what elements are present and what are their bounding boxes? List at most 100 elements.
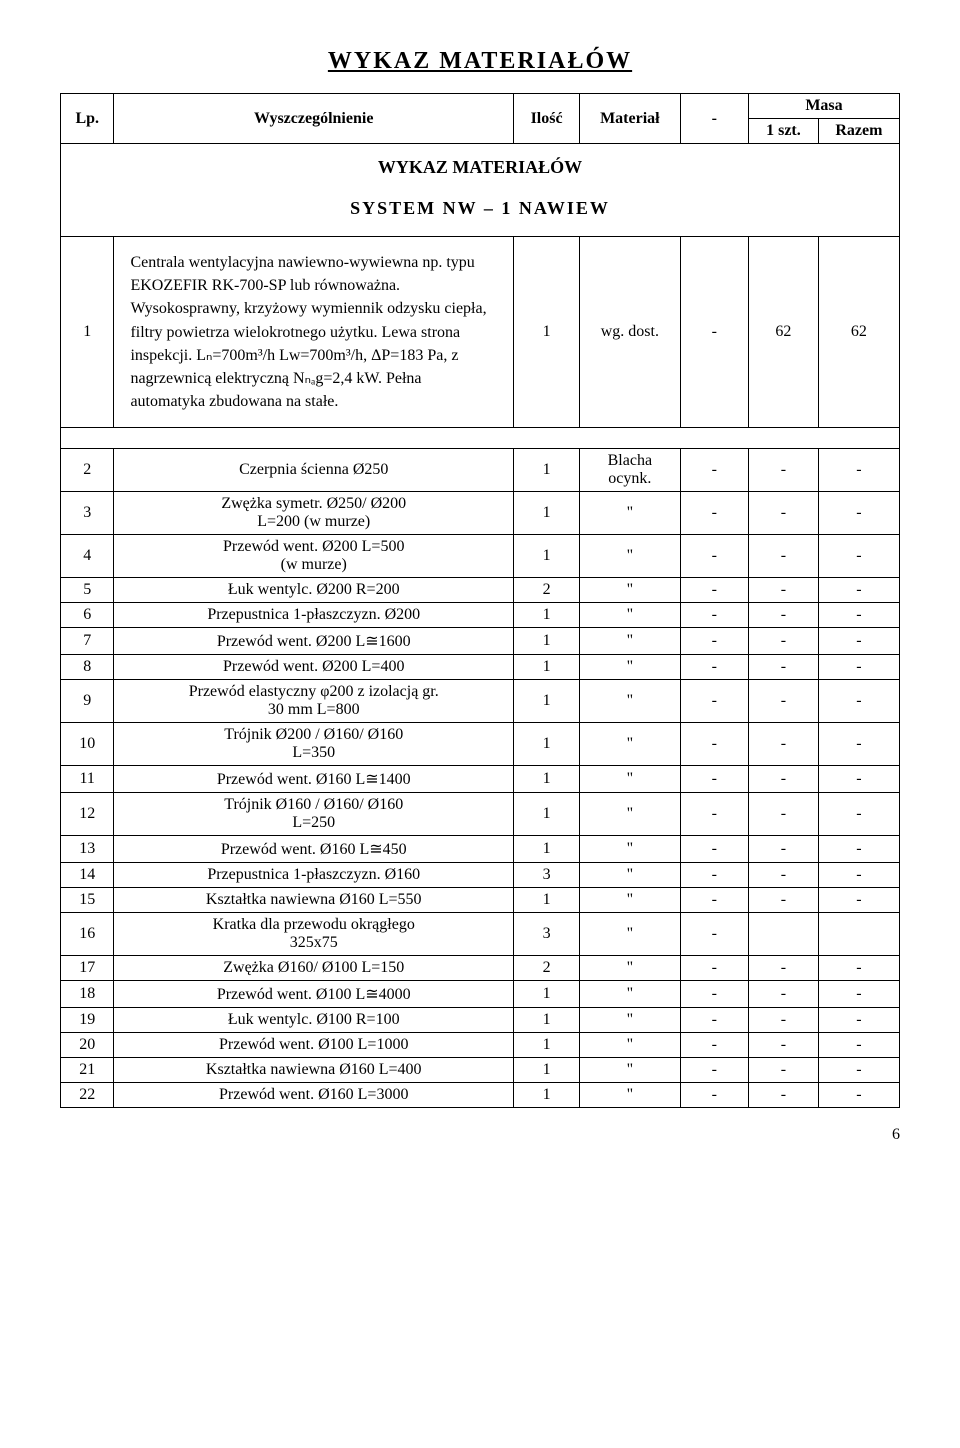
row-razem: - bbox=[818, 449, 899, 492]
row-1szt: - bbox=[748, 1033, 818, 1058]
row-desc: Przewód went. Ø160 L≅1400 bbox=[114, 766, 514, 793]
table-row: 12Trójnik Ø160 / Ø160/ Ø160 L=2501"--- bbox=[61, 793, 900, 836]
row-dash: - bbox=[680, 981, 748, 1008]
table-row: 22Przewód went. Ø160 L=30001"--- bbox=[61, 1083, 900, 1108]
table-row: 6Przepustnica 1-płaszczyzn. Ø2001"--- bbox=[61, 603, 900, 628]
row-dash: - bbox=[680, 680, 748, 723]
row-1szt: - bbox=[748, 680, 818, 723]
centrala-desc: Centrala wentylacyjna nawiewno-wywiewna … bbox=[114, 237, 514, 428]
row-lp: 15 bbox=[61, 888, 114, 913]
row-lp: 17 bbox=[61, 956, 114, 981]
table-row: 13Przewód went. Ø160 L≅4501"--- bbox=[61, 836, 900, 863]
row-1szt: - bbox=[748, 535, 818, 578]
row-dash: - bbox=[680, 1008, 748, 1033]
row-razem: - bbox=[818, 492, 899, 535]
row-material: " bbox=[580, 863, 680, 888]
row-ilosc: 3 bbox=[514, 863, 580, 888]
row-dash: - bbox=[680, 628, 748, 655]
row-1szt: - bbox=[748, 578, 818, 603]
row-desc: Przewód went. Ø100 L=1000 bbox=[114, 1033, 514, 1058]
row-dash: - bbox=[680, 913, 748, 956]
table-row: 8Przewód went. Ø200 L=4001"--- bbox=[61, 655, 900, 680]
row-dash: - bbox=[680, 723, 748, 766]
row-desc: Przepustnica 1-płaszczyzn. Ø200 bbox=[114, 603, 514, 628]
row-material: " bbox=[580, 603, 680, 628]
row-1szt: - bbox=[748, 603, 818, 628]
row-desc: Przewód went. Ø200 L=500 (w murze) bbox=[114, 535, 514, 578]
row-lp: 14 bbox=[61, 863, 114, 888]
header-lp: Lp. bbox=[61, 94, 114, 144]
row-dash: - bbox=[680, 1058, 748, 1083]
row-lp: 3 bbox=[61, 492, 114, 535]
row-material: " bbox=[580, 655, 680, 680]
row-1szt: - bbox=[748, 836, 818, 863]
row-razem: - bbox=[818, 1033, 899, 1058]
row-desc: Przewód went. Ø200 L≅1600 bbox=[114, 628, 514, 655]
row-razem: - bbox=[818, 1008, 899, 1033]
row-desc: Trójnik Ø160 / Ø160/ Ø160 L=250 bbox=[114, 793, 514, 836]
table-row: 20Przewód went. Ø100 L=10001"--- bbox=[61, 1033, 900, 1058]
row-razem: - bbox=[818, 1058, 899, 1083]
row-material: " bbox=[580, 680, 680, 723]
row-1szt: - bbox=[748, 723, 818, 766]
row-razem: - bbox=[818, 888, 899, 913]
header-desc: Wyszczególnienie bbox=[114, 94, 514, 144]
row-lp: 19 bbox=[61, 1008, 114, 1033]
document-title: WYKAZ MATERIAŁÓW bbox=[60, 48, 900, 75]
header-material: Materiał bbox=[580, 94, 680, 144]
table-row: 16Kratka dla przewodu okrągłego 325x753"… bbox=[61, 913, 900, 956]
row-1szt: - bbox=[748, 449, 818, 492]
table-row: 11Przewód went. Ø160 L≅14001"--- bbox=[61, 766, 900, 793]
row-razem: - bbox=[818, 535, 899, 578]
row-material: " bbox=[580, 1083, 680, 1108]
row-razem: - bbox=[818, 956, 899, 981]
row-lp: 6 bbox=[61, 603, 114, 628]
row-desc: Łuk wentylc. Ø100 R=100 bbox=[114, 1008, 514, 1033]
row-lp: 9 bbox=[61, 680, 114, 723]
row-desc: Trójnik Ø200 / Ø160/ Ø160 L=350 bbox=[114, 723, 514, 766]
row-material: " bbox=[580, 492, 680, 535]
row-1szt: - bbox=[748, 956, 818, 981]
row-dash: - bbox=[680, 535, 748, 578]
row-dash: - bbox=[680, 492, 748, 535]
row-razem: - bbox=[818, 578, 899, 603]
row-desc: Przewód went. Ø160 L=3000 bbox=[114, 1083, 514, 1108]
header-1szt: 1 szt. bbox=[748, 119, 818, 144]
row-material: " bbox=[580, 888, 680, 913]
row-razem: - bbox=[818, 723, 899, 766]
header-masa: Masa bbox=[748, 94, 899, 119]
row-ilosc: 1 bbox=[514, 680, 580, 723]
row-desc: Przewód elastyczny φ200 z izolacją gr. 3… bbox=[114, 680, 514, 723]
materials-table: Lp. Wyszczególnienie Ilość Materiał - Ma… bbox=[60, 93, 900, 1108]
row-lp: 22 bbox=[61, 1083, 114, 1108]
row-razem: - bbox=[818, 793, 899, 836]
table-row: 5Łuk wentylc. Ø200 R=2002"--- bbox=[61, 578, 900, 603]
row-1szt: - bbox=[748, 628, 818, 655]
row-dash: - bbox=[680, 603, 748, 628]
centrala-ilosc: 1 bbox=[514, 237, 580, 428]
row-lp: 2 bbox=[61, 449, 114, 492]
row-ilosc: 1 bbox=[514, 1008, 580, 1033]
row-ilosc: 1 bbox=[514, 1058, 580, 1083]
table-row: 21Kształtka nawiewna Ø160 L=4001"--- bbox=[61, 1058, 900, 1083]
row-lp: 21 bbox=[61, 1058, 114, 1083]
table-row: 3Zwężka symetr. Ø250/ Ø200 L=200 (w murz… bbox=[61, 492, 900, 535]
row-ilosc: 2 bbox=[514, 956, 580, 981]
row-ilosc: 2 bbox=[514, 578, 580, 603]
centrala-dash: - bbox=[680, 237, 748, 428]
row-razem bbox=[818, 913, 899, 956]
row-1szt: - bbox=[748, 888, 818, 913]
row-lp: 12 bbox=[61, 793, 114, 836]
row-desc: Zwężka Ø160/ Ø100 L=150 bbox=[114, 956, 514, 981]
row-razem: - bbox=[818, 836, 899, 863]
row-lp: 7 bbox=[61, 628, 114, 655]
row-1szt: - bbox=[748, 1058, 818, 1083]
row-material: " bbox=[580, 793, 680, 836]
row-desc: Przewód went. Ø160 L≅450 bbox=[114, 836, 514, 863]
row-lp: 10 bbox=[61, 723, 114, 766]
centrala-razem: 62 bbox=[818, 237, 899, 428]
centrala-lp: 1 bbox=[61, 237, 114, 428]
row-1szt: - bbox=[748, 1008, 818, 1033]
row-desc: Zwężka symetr. Ø250/ Ø200 L=200 (w murze… bbox=[114, 492, 514, 535]
row-lp: 8 bbox=[61, 655, 114, 680]
